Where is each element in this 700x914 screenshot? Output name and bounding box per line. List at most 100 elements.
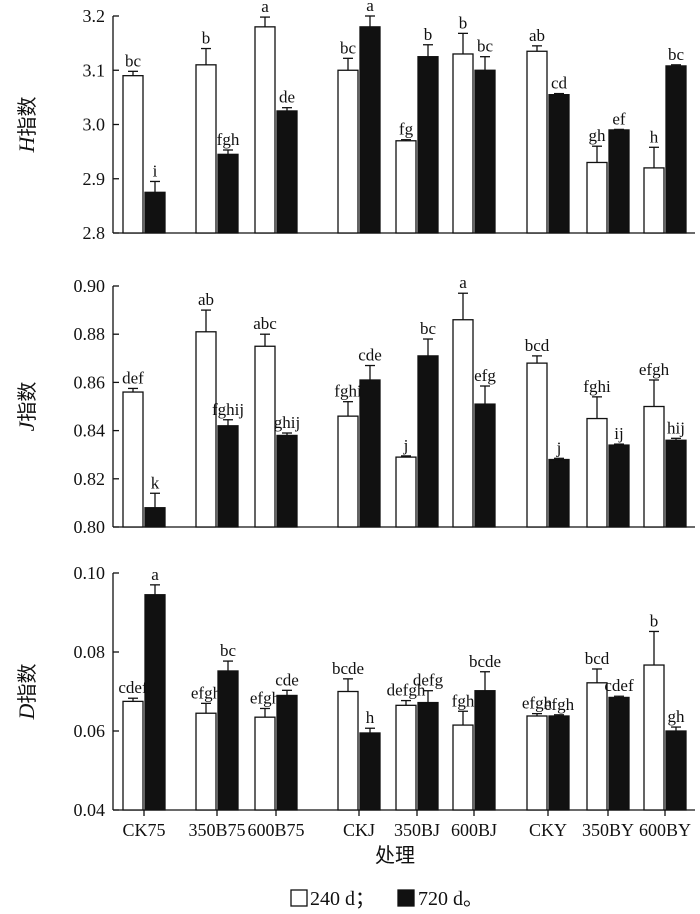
significance-label: fghij — [212, 400, 244, 419]
significance-label: cd — [551, 74, 568, 93]
bar-720d-600BY — [665, 730, 687, 811]
bar-240d-350BY — [586, 417, 608, 528]
bar-240d-CKY — [526, 362, 548, 528]
legend-label-240d: 240 d； — [310, 888, 375, 910]
bar-240d-CKY — [526, 715, 548, 811]
bar-240d-600BJ — [452, 319, 474, 528]
significance-label: b — [459, 13, 468, 32]
x-tick-label: CKJ — [343, 820, 375, 840]
bar-240d-CK75 — [122, 391, 144, 528]
significance-label: h — [650, 127, 659, 146]
bar-240d-600B75 — [254, 345, 276, 528]
bar-240d-600B75 — [254, 716, 276, 811]
bar-720d-600BY — [665, 65, 687, 234]
y-axis-label: J指数 — [14, 382, 39, 432]
significance-label: efgh — [250, 688, 281, 707]
significance-label: defgh — [387, 681, 426, 700]
significance-label: defg — [413, 671, 444, 690]
significance-label: ef — [612, 109, 626, 128]
bar-720d-600BJ — [474, 69, 496, 234]
significance-label: efg — [474, 366, 496, 385]
bar-720d-600B75 — [276, 434, 298, 528]
bar-240d-350B75 — [195, 331, 217, 528]
significance-label: def — [122, 368, 144, 387]
bar-720d-350BY — [608, 444, 630, 528]
bar-720d-350BJ — [417, 355, 439, 528]
bar-240d-CK75 — [122, 75, 144, 234]
y-tick-label: 0.06 — [74, 721, 106, 741]
significance-label: fg — [399, 120, 414, 139]
bar-720d-CKY — [548, 715, 570, 811]
bar-720d-350BY — [608, 129, 630, 234]
significance-label: bcde — [469, 652, 501, 671]
y-tick-label: 0.90 — [74, 276, 106, 296]
bar-720d-350B75 — [217, 425, 239, 528]
bar-240d-CK75 — [122, 700, 144, 811]
y-axis-label-variable: D — [14, 703, 39, 720]
bar-720d-CKY — [548, 458, 570, 528]
significance-label: efgh — [544, 695, 575, 714]
significance-label: i — [153, 161, 158, 180]
bar-240d-600B75 — [254, 26, 276, 234]
y-axis-label-variable: H — [14, 135, 39, 153]
bar-240d-600BJ — [452, 53, 474, 234]
significance-label: bcde — [332, 659, 364, 678]
y-tick-label: 0.80 — [74, 517, 106, 537]
x-tick-label: 350BY — [582, 820, 634, 840]
significance-label: bc — [420, 319, 437, 338]
panel-d: 0.04 0.06 0.08 0.10 D指数 cdef a CK75 efgh bc 350B75… — [14, 563, 695, 840]
x-tick-label: CK75 — [122, 820, 165, 840]
legend-swatch-240d — [290, 889, 308, 907]
y-tick-label: 0.82 — [74, 469, 106, 489]
y-tick-label: 0.08 — [74, 642, 106, 662]
y-axis-label-variable: J — [14, 420, 39, 431]
significance-label: efgh — [522, 694, 553, 713]
significance-label: fghi — [583, 377, 611, 396]
bar-240d-600BY — [643, 664, 665, 811]
significance-label: h — [366, 708, 375, 727]
bar-720d-600B75 — [276, 694, 298, 811]
significance-label: j — [556, 438, 562, 457]
significance-label: bcd — [585, 649, 610, 668]
significance-label: cde — [358, 346, 382, 365]
significance-label: bc — [220, 641, 237, 660]
x-tick-label: 600B75 — [247, 820, 304, 840]
significance-label: b — [650, 611, 659, 630]
y-tick-label: 0.88 — [74, 324, 106, 344]
significance-label: j — [403, 436, 409, 455]
significance-label: bcd — [525, 336, 550, 355]
significance-label: ab — [529, 26, 545, 45]
y-axis-label: H指数 — [14, 97, 39, 154]
bar-240d-600BY — [643, 405, 665, 528]
significance-label: ij — [614, 424, 623, 443]
significance-label: bc — [668, 45, 685, 64]
y-tick-label: 2.9 — [83, 169, 106, 189]
bar-240d-CKY — [526, 50, 548, 234]
y-axis-label-text: 指数 — [15, 382, 39, 422]
significance-label: b — [424, 25, 433, 44]
y-tick-label: 0.84 — [74, 421, 106, 441]
significance-label: bc — [125, 51, 142, 70]
bar-240d-CKJ — [337, 415, 359, 528]
significance-label: cdef — [604, 676, 634, 695]
y-axis-label-text: 指数 — [15, 97, 39, 137]
legend-swatch-720d — [397, 889, 415, 907]
bar-240d-350B75 — [195, 712, 217, 811]
y-tick-label: 0.10 — [74, 563, 106, 583]
bar-720d-350B75 — [217, 153, 239, 234]
bar-720d-CKY — [548, 94, 570, 234]
significance-label: efgh — [191, 683, 222, 702]
bar-720d-350B75 — [217, 670, 239, 811]
x-tick-label: 350B75 — [188, 820, 245, 840]
bar-240d-350BJ — [395, 140, 417, 234]
bar-240d-600BY — [643, 167, 665, 234]
bar-240d-350B75 — [195, 64, 217, 234]
bar-720d-600BJ — [474, 403, 496, 528]
significance-label: fghi — [334, 382, 362, 401]
significance-label: de — [279, 88, 295, 107]
bar-720d-CKJ — [359, 26, 381, 234]
bar-240d-350BJ — [395, 456, 417, 528]
bar-720d-600B75 — [276, 110, 298, 234]
